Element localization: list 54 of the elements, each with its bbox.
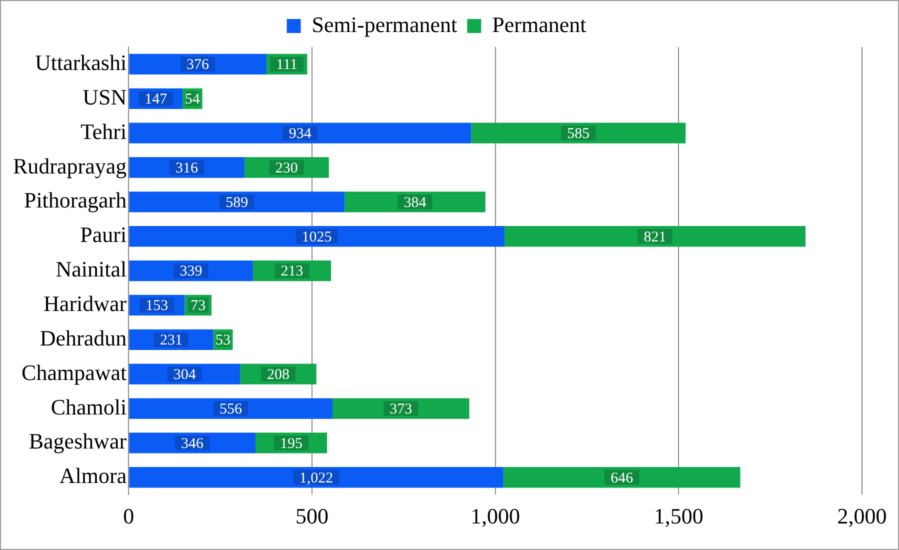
y-tick-label: Tehri <box>80 118 127 144</box>
y-tick-label: Bageshwar <box>28 428 128 454</box>
data-label: 195 <box>280 436 302 452</box>
data-label: 53 <box>216 332 231 349</box>
bar <box>129 226 504 247</box>
data-label: 1,022 <box>299 470 334 486</box>
data-label: 585 <box>567 126 590 142</box>
y-tick-label: Chamoli <box>50 394 127 420</box>
data-label: 373 <box>390 401 412 418</box>
data-label: 208 <box>266 367 290 384</box>
data-label: 376 <box>186 57 210 74</box>
bar <box>504 226 806 247</box>
bar <box>129 192 345 212</box>
data-label: 384 <box>404 194 427 211</box>
data-label: 589 <box>226 194 248 211</box>
data-label: 346 <box>181 436 204 452</box>
x-tick-label: 0 <box>123 504 134 529</box>
bar <box>129 122 472 144</box>
bar <box>503 467 740 488</box>
y-tick-label: Pithoragarh <box>24 188 127 213</box>
data-label: 153 <box>146 298 168 314</box>
y-tick-label: Pauri <box>80 222 127 248</box>
bar <box>129 467 504 488</box>
data-label: 1025 <box>302 229 332 246</box>
bar <box>129 398 332 419</box>
y-tick-label: Dehradun <box>40 325 127 350</box>
y-tick-label: Nainital <box>56 256 127 282</box>
data-label: 230 <box>275 160 298 176</box>
data-label: 339 <box>180 264 202 280</box>
data-label: 111 <box>276 57 298 74</box>
legend-label: Permanent <box>492 12 586 37</box>
y-tick-label: Uttarkashi <box>34 50 127 75</box>
data-label: 304 <box>173 367 196 384</box>
data-label: 934 <box>288 126 312 142</box>
y-tick-label: Champawat <box>22 360 127 385</box>
legend-label: Semi-permanent <box>312 12 458 37</box>
y-tick-label: USN <box>82 84 127 110</box>
x-tick-label: 500 <box>295 504 328 529</box>
x-tick-label: 2,000 <box>837 504 887 529</box>
y-tick-label: Haridwar <box>44 291 128 316</box>
data-label: 73 <box>190 298 206 314</box>
data-label: 213 <box>280 264 304 280</box>
y-tick-label: Almora <box>59 463 127 488</box>
data-label: 147 <box>144 92 168 108</box>
x-tick-label: 1,000 <box>470 504 520 529</box>
x-tick-label: 1,500 <box>654 504 704 529</box>
data-label: 231 <box>160 332 182 349</box>
bar <box>471 122 686 144</box>
y-tick-label: Rudraprayag <box>12 153 127 178</box>
data-label: 54 <box>184 92 200 108</box>
data-label: 556 <box>220 401 243 418</box>
data-label: 646 <box>610 470 634 486</box>
data-label: 821 <box>644 229 666 246</box>
data-label: 316 <box>176 160 199 176</box>
